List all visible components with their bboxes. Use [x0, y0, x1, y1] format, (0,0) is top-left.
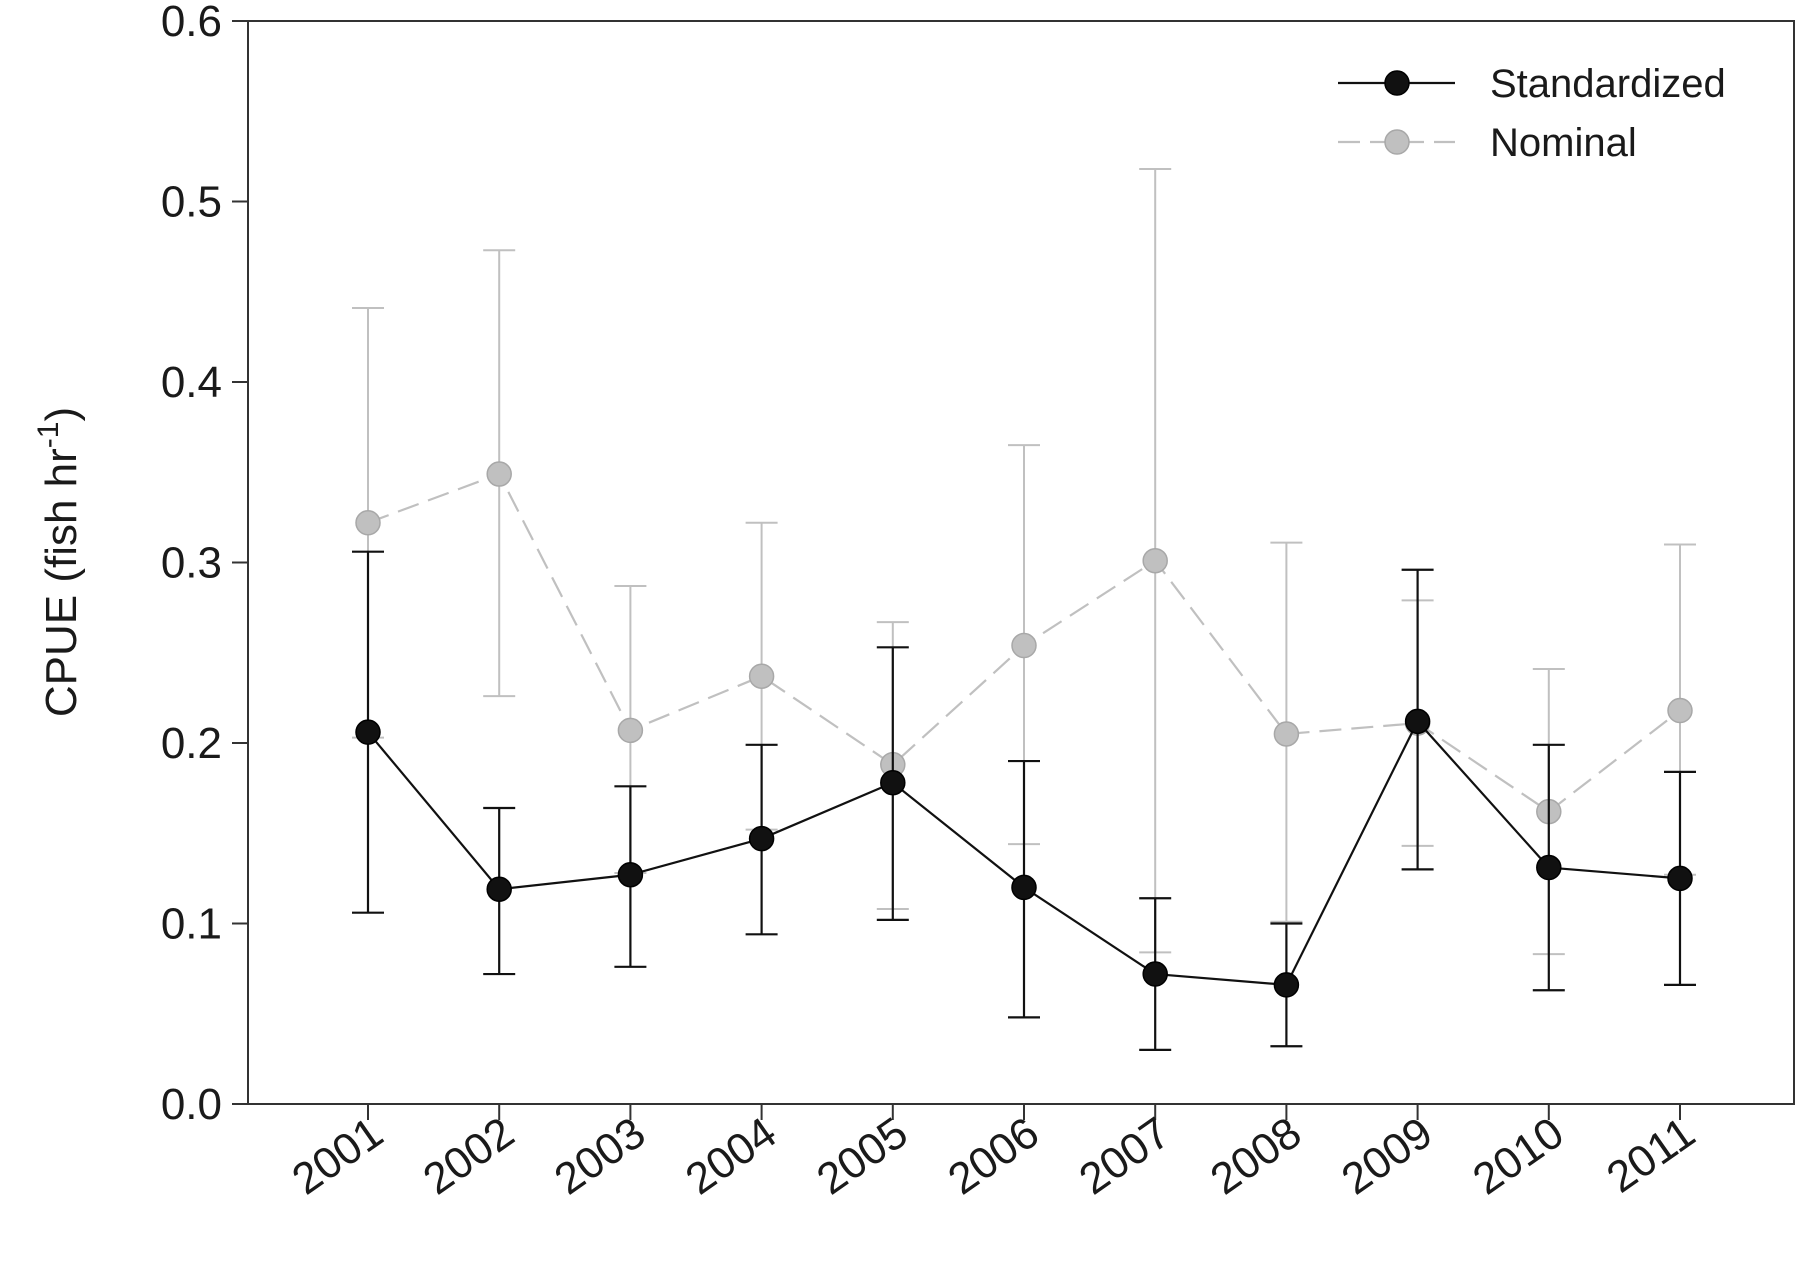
data-point [1273, 721, 1300, 747]
x-tick-label: 2006 [939, 1108, 1047, 1204]
data-point [1667, 697, 1693, 724]
x-tick-label: 2010 [1464, 1108, 1572, 1204]
x-tick-label: 2003 [546, 1108, 654, 1204]
data-point [486, 461, 512, 487]
x-tick-label: 2007 [1071, 1108, 1179, 1204]
data-point [1011, 874, 1037, 901]
y-axis-title-main: CPUE (fish hr [37, 448, 86, 717]
legend-label: Standardized [1490, 62, 1726, 106]
x-tick-label: 2002 [415, 1108, 523, 1204]
y-tick-label: 0.1 [161, 900, 222, 949]
legend-label: Nominal [1490, 121, 1637, 165]
data-point [1667, 865, 1693, 892]
series-standardized [352, 550, 1696, 1051]
y-tick-label: 0.6 [161, 0, 222, 46]
x-tick-label: 2011 [1598, 1108, 1704, 1202]
x-tick-label: 2008 [1202, 1108, 1310, 1204]
x-axis: 2001 2002 2003 2004 2005 2006 2007 2008 2009 2010… [283, 1104, 1704, 1204]
data-point [748, 825, 775, 852]
x-tick-label: 2005 [808, 1108, 916, 1204]
data-point [1142, 961, 1168, 987]
plot-frame [247, 20, 1795, 1105]
y-tick-label: 0.3 [161, 539, 222, 588]
data-point [1404, 708, 1431, 735]
legend-item-nominal: Nominal [1338, 121, 1637, 165]
data-point [748, 663, 775, 689]
x-tick-label: 2009 [1333, 1108, 1441, 1204]
data-point [355, 510, 381, 536]
data-point [1011, 632, 1037, 659]
y-tick-label: 0.4 [161, 358, 222, 407]
x-tick-label: 2004 [677, 1108, 785, 1204]
data-point [1142, 547, 1168, 574]
y-tick-label: 0.2 [161, 719, 222, 768]
legend-marker [1384, 129, 1410, 155]
y-axis-title-superscript: -1 [32, 422, 65, 449]
y-tick-label: 0.5 [161, 178, 222, 227]
data-point [1273, 972, 1300, 998]
y-tick-label: 0.0 [161, 1080, 222, 1129]
x-tick-label: 2001 [283, 1108, 391, 1204]
data-point [617, 862, 644, 888]
y-axis: 0.0 0.1 0.2 0.3 0.4 0.5 0.6 [161, 0, 248, 1129]
data-point [486, 876, 512, 902]
y-axis-title: CPUE (fish hr-1) [32, 407, 86, 717]
data-point [617, 717, 644, 744]
data-point [355, 719, 381, 745]
y-axis-title-close: ) [37, 407, 86, 422]
legend-marker [1384, 70, 1410, 96]
data-point [880, 769, 906, 796]
series-layer [352, 168, 1696, 1051]
legend-item-standardized: Standardized [1338, 62, 1726, 106]
legend: Standardized Nominal [1338, 62, 1726, 165]
data-point [1536, 854, 1562, 881]
